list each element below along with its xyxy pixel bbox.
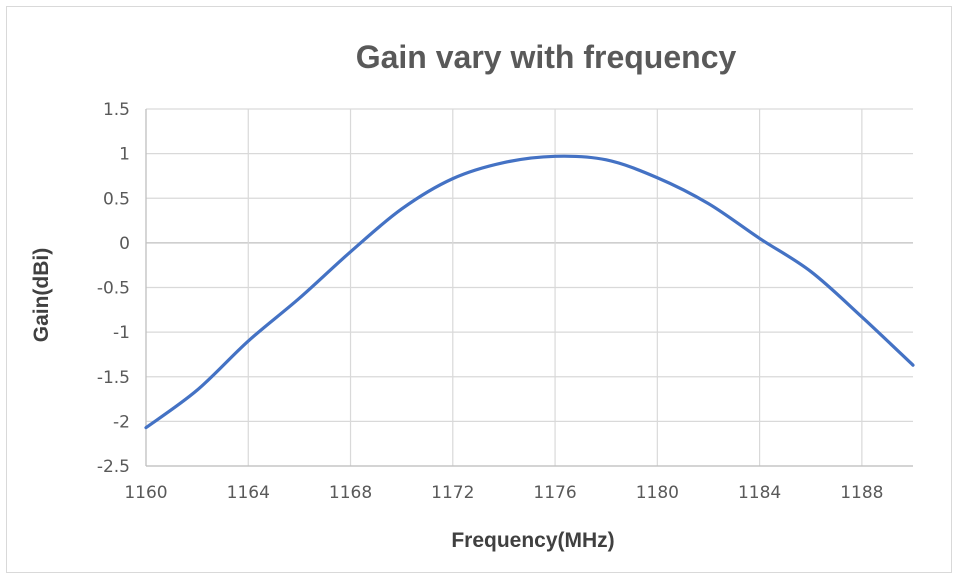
grid — [145, 108, 913, 467]
x-tick-label: 1180 — [636, 483, 679, 503]
x-tick-label: 1188 — [840, 483, 883, 503]
x-tick-label: 1168 — [329, 483, 372, 503]
y-tick-label: -1.5 — [97, 368, 130, 388]
series-layer — [144, 154, 915, 430]
x-tick-label: 1184 — [738, 483, 781, 503]
x-tick-label: 1164 — [227, 483, 270, 503]
y-tick-label: -2.5 — [97, 457, 130, 477]
y-tick-label: 0 — [119, 234, 130, 254]
gain-series-line — [144, 154, 915, 430]
y-tick-label: -1 — [113, 323, 130, 343]
y-tick-label: 0.5 — [103, 189, 130, 209]
y-tick-label: -2 — [113, 412, 130, 432]
x-axis-title: Frequency(MHz) — [451, 529, 614, 552]
tick-labels: 1.5 1 0.5 0 -0.5 -1 -1.5 -2 -2.5 1160 1164 1168 1172… — [97, 100, 884, 503]
y-axis-title: Gain(dBi) — [30, 248, 53, 343]
chart-title: Gain vary with frequency — [356, 39, 737, 75]
x-tick-label: 1160 — [124, 483, 167, 503]
x-tick-label: 1172 — [431, 483, 474, 503]
y-tick-label: -0.5 — [97, 279, 130, 299]
y-tick-label: 1 — [119, 145, 130, 165]
chart-frame — [6, 6, 952, 573]
y-tick-label: 1.5 — [103, 100, 130, 120]
x-tick-label: 1176 — [533, 483, 576, 503]
